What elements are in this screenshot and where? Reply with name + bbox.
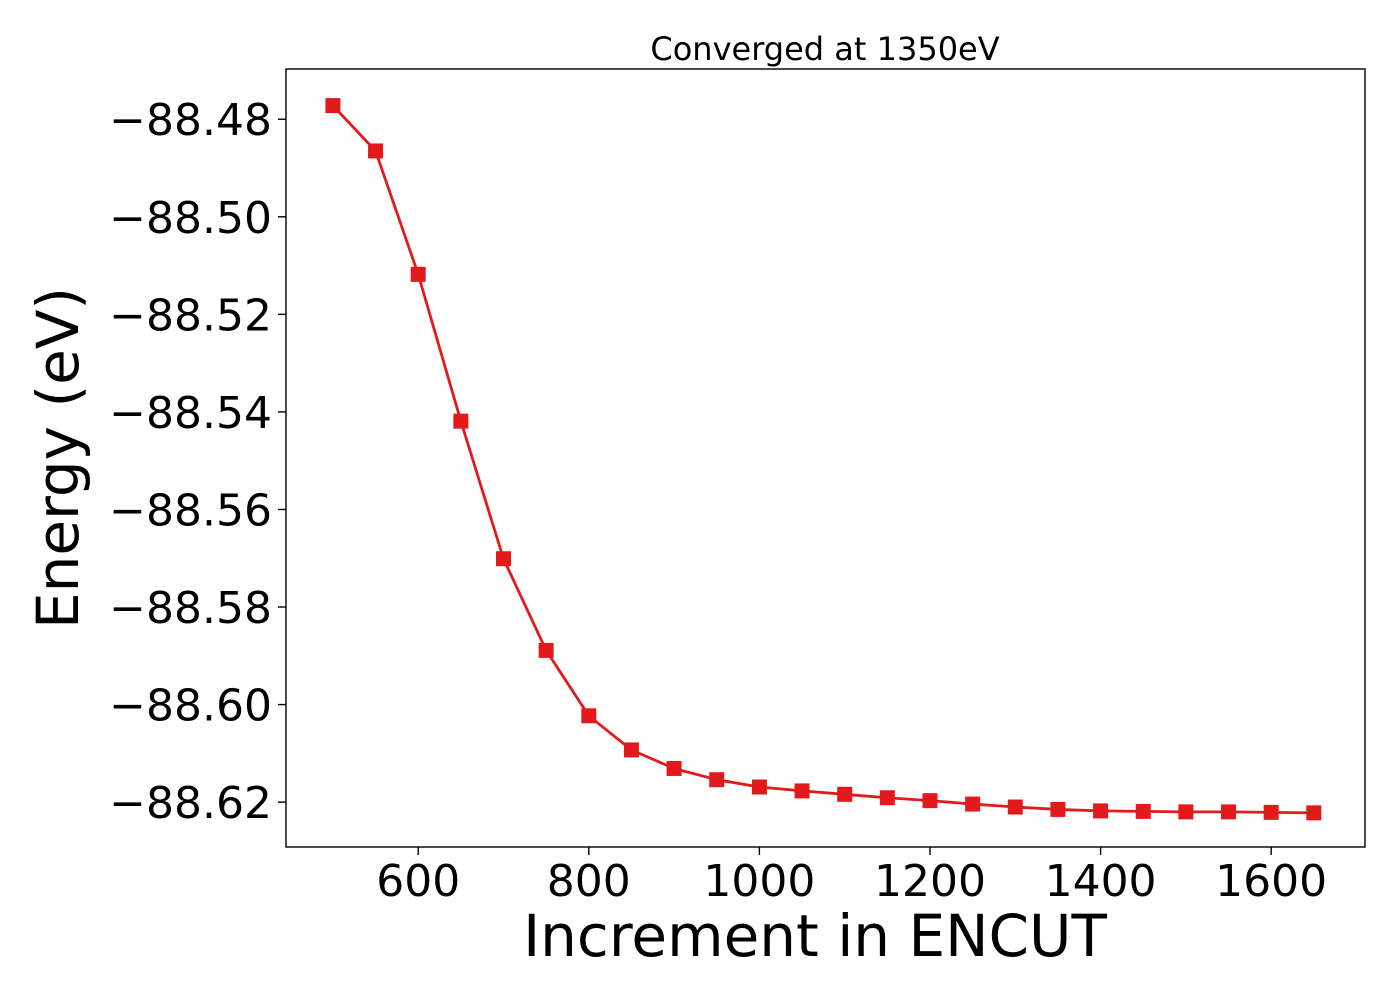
data-point <box>1135 803 1151 819</box>
data-point <box>709 772 725 788</box>
y-tick-label: −88.58 <box>109 583 272 634</box>
plot-area-frame <box>285 68 1366 848</box>
data-point <box>922 793 938 809</box>
data-point <box>538 642 554 658</box>
data-point <box>1178 804 1194 820</box>
data-point <box>666 760 682 776</box>
series-line-0 <box>331 104 1316 815</box>
x-tick-label: 1200 <box>874 856 986 907</box>
data-point <box>1007 799 1023 815</box>
data-point <box>410 266 426 282</box>
x-axis: 600 800 1000 1200 1400 1600 <box>376 847 1327 907</box>
data-point <box>325 98 341 114</box>
y-tick-label: −88.56 <box>109 485 272 536</box>
data-point <box>496 551 512 567</box>
y-tick-label: −88.60 <box>109 681 272 732</box>
y-tick-label: −88.52 <box>109 290 272 341</box>
y-axis-label: Energy (eV) <box>24 287 92 629</box>
data-point <box>837 786 853 802</box>
data-point <box>1093 803 1109 819</box>
data-point <box>1263 804 1279 820</box>
data-point <box>879 790 895 806</box>
data-point <box>1221 804 1237 820</box>
x-tick-label: 600 <box>376 856 460 907</box>
y-tick-label: −88.50 <box>109 193 272 244</box>
data-point <box>623 742 639 758</box>
data-point <box>751 779 767 795</box>
data-point <box>794 783 810 799</box>
x-axis-label: Increment in ENCUT <box>523 902 1107 970</box>
data-point <box>581 708 597 724</box>
y-axis: −88.48 −88.50 −88.52 −88.54 −88.56 −88.58 −88.… <box>109 95 286 829</box>
chart-title: Converged at 1350eV <box>650 30 999 68</box>
data-point <box>1050 801 1066 817</box>
data-point <box>368 143 384 159</box>
x-tick-label: 1400 <box>1045 856 1157 907</box>
y-tick-label: −88.62 <box>109 778 272 829</box>
data-point <box>1306 805 1322 821</box>
data-point <box>965 796 981 812</box>
series-layer <box>325 98 1322 821</box>
data-point <box>453 413 469 429</box>
x-tick-label: 1600 <box>1215 856 1327 907</box>
y-tick-label: −88.54 <box>109 388 272 439</box>
x-tick-label: 1000 <box>703 856 815 907</box>
y-tick-label: −88.48 <box>109 95 272 146</box>
x-tick-label: 800 <box>547 856 631 907</box>
